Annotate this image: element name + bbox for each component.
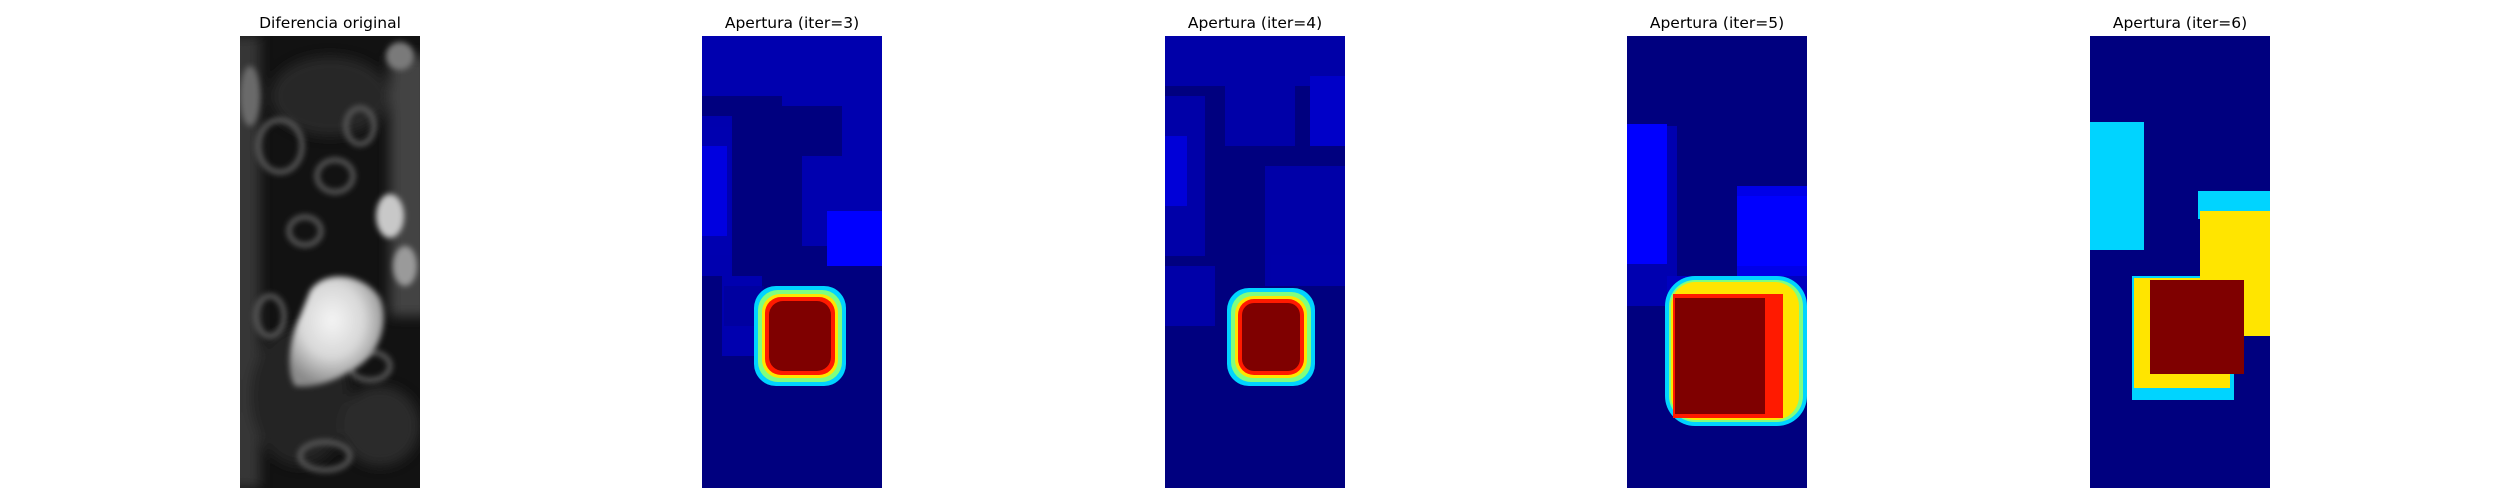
jet-image-iter-4	[1165, 36, 1345, 488]
jet-image-iter-6	[2090, 36, 2270, 488]
jet-image-iter-5	[1627, 36, 1807, 488]
panel-title: Diferencia original	[259, 14, 401, 32]
panel-title: Apertura (iter=4)	[1187, 14, 1323, 32]
jet-image-iter-3	[702, 36, 882, 488]
panel-title: Apertura (iter=5)	[1649, 14, 1785, 32]
panel-title: Apertura (iter=3)	[724, 14, 860, 32]
grayscale-image	[240, 36, 420, 488]
panel-title: Apertura (iter=6)	[2112, 14, 2248, 32]
